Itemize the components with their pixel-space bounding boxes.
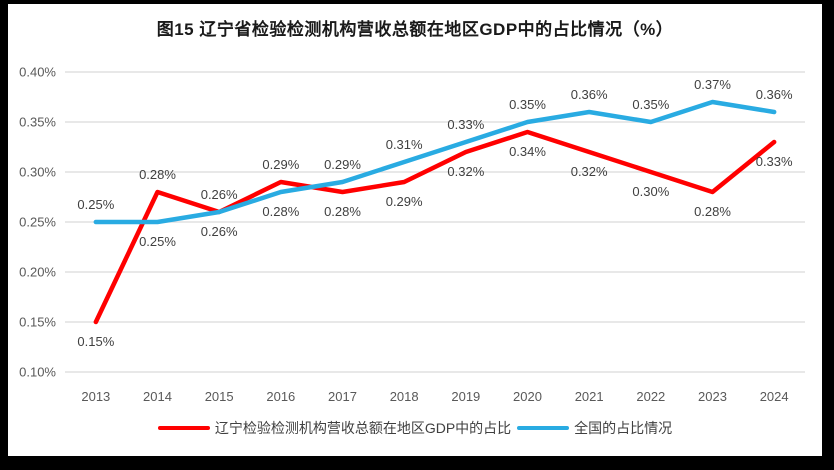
x-axis-tick-label: 2013 — [81, 389, 110, 404]
x-axis-tick-label: 2023 — [698, 389, 727, 404]
data-point-label: 0.25% — [139, 234, 176, 249]
national-series-swatch-icon — [517, 426, 570, 430]
x-axis-tick-label: 2016 — [266, 389, 295, 404]
data-point-label: 0.36% — [571, 87, 608, 102]
liaoning-series-swatch-icon — [157, 426, 210, 430]
data-point-label: 0.28% — [139, 167, 176, 182]
legend-label-liaoning: 辽宁检验检测机构营收总额在地区GDP中的占比 — [214, 420, 512, 436]
y-axis-tick-label: 0.15% — [19, 315, 56, 330]
y-axis-tick-label: 0.40% — [19, 65, 56, 80]
legend-item-liaoning: 辽宁检验检测机构营收总额在地区GDP中的占比 — [157, 418, 512, 438]
data-point-label: 0.29% — [386, 194, 423, 209]
chart-frame: 图15 辽宁省检验检测机构营收总额在地区GDP中的占比情况（%） 0.40% 0.… — [8, 4, 822, 456]
y-axis-tick-label: 0.35% — [19, 115, 56, 130]
data-point-label: 0.34% — [509, 144, 546, 159]
series-line-1 — [93, 99, 777, 225]
x-axis-tick-label: 2020 — [513, 389, 542, 404]
y-axis-tick-label: 0.10% — [19, 365, 56, 380]
chart-title: 图15 辽宁省检验检测机构营收总额在地区GDP中的占比情况（%） — [156, 20, 674, 39]
data-point-label: 0.37% — [694, 77, 731, 92]
data-point-label: 0.28% — [262, 204, 299, 219]
x-axis-tick-label: 2017 — [328, 389, 357, 404]
data-point-label: 0.33% — [756, 154, 793, 169]
data-point-label: 0.29% — [262, 157, 299, 172]
y-axis-tick-label: 0.20% — [19, 265, 56, 280]
x-axis-tick-label: 2024 — [760, 389, 789, 404]
legend-label-national: 全国的占比情况 — [574, 420, 673, 436]
data-point-label: 0.33% — [447, 117, 484, 132]
x-axis-tick-label: 2019 — [451, 389, 480, 404]
data-point-label: 0.32% — [571, 164, 608, 179]
legend: 辽宁检验检测机构营收总额在地区GDP中的占比 全国的占比情况 — [8, 418, 822, 438]
data-point-label: 0.31% — [386, 137, 423, 152]
y-axis-tick-label: 0.30% — [19, 165, 56, 180]
data-point-label: 0.30% — [632, 184, 669, 199]
data-point-label: 0.28% — [324, 204, 361, 219]
data-point-label: 0.35% — [632, 97, 669, 112]
series-line-0 — [93, 129, 777, 325]
data-point-label: 0.15% — [77, 334, 114, 349]
x-axis-tick-label: 2018 — [390, 389, 419, 404]
x-axis-tick-label: 2022 — [636, 389, 665, 404]
line-chart-plot-area: 0.40% 0.35% 0.30% 0.25% 0.20% 0.15% 0.10% 2013 2… — [19, 65, 805, 404]
x-axis-tick-label: 2021 — [575, 389, 604, 404]
data-point-label: 0.25% — [77, 197, 114, 212]
legend-item-national: 全国的占比情况 — [517, 418, 672, 438]
data-point-label: 0.32% — [447, 164, 484, 179]
data-point-label: 0.35% — [509, 97, 546, 112]
data-point-label: 0.29% — [324, 157, 361, 172]
data-point-label: 0.26% — [201, 187, 238, 202]
data-point-label: 0.26% — [201, 224, 238, 239]
x-axis-tick-label: 2014 — [143, 389, 172, 404]
y-axis-tick-label: 0.25% — [19, 215, 56, 230]
data-point-label: 0.36% — [756, 87, 793, 102]
x-axis-tick-label: 2015 — [205, 389, 234, 404]
data-point-label: 0.28% — [694, 204, 731, 219]
